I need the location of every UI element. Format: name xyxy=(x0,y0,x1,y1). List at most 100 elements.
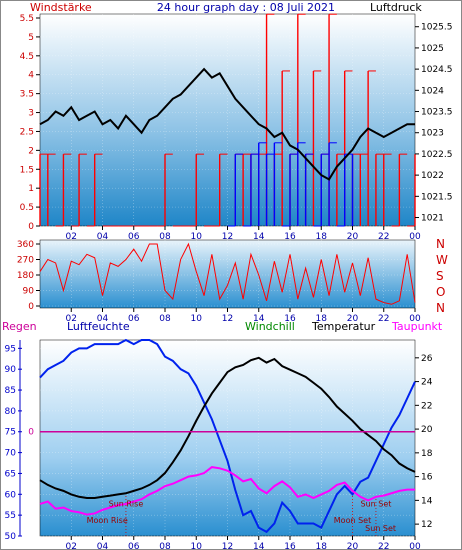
p2-x-tick-label: 06 xyxy=(128,314,140,324)
p1-left-tick-label: 5.5 xyxy=(20,14,34,24)
p1-right-tick-label: 1022 xyxy=(421,171,444,181)
p2-compass-label: N xyxy=(436,237,445,251)
p1-x-tick-label: 02 xyxy=(66,232,77,242)
p2-x-tick-label: 02 xyxy=(66,314,77,324)
p3-left-tick-label: 70 xyxy=(5,449,17,459)
p3-x-tick-label: 12 xyxy=(222,542,233,550)
p2-compass-label: S xyxy=(436,269,444,283)
p2-x-tick-label: 22 xyxy=(378,314,389,324)
p3-annotation: Sun Rise xyxy=(109,499,144,508)
p1-left-tick-label: 4 xyxy=(28,71,34,81)
p3-right-tick-label: 24 xyxy=(421,378,433,388)
p1-x-tick-label: 12 xyxy=(222,232,233,242)
p3-annotation: Sun Set xyxy=(365,524,396,533)
p1-left-tick-label: 5 xyxy=(28,33,34,43)
p1-right-tick-label: 1023.5 xyxy=(421,108,453,118)
p1-x-tick-label: 22 xyxy=(378,232,389,242)
p1-x-tick-label: 10 xyxy=(191,232,203,242)
p1-x-tick-label: 14 xyxy=(253,232,265,242)
p2-left-tick-label: 270 xyxy=(17,256,34,266)
p1-x-tick-label: 08 xyxy=(159,232,171,242)
header-title: 24 hour graph day : 08 Juli 2021 xyxy=(157,1,335,14)
p3-right-tick-label: 20 xyxy=(421,425,433,435)
panel-wind-direction-series xyxy=(39,242,416,305)
panel-wind-direction-grid xyxy=(40,240,415,308)
p1-x-tick-label: 06 xyxy=(128,232,140,242)
p3-x-tick-label: 14 xyxy=(253,542,265,550)
p3-right-tick-label: 14 xyxy=(421,496,433,506)
p1-left-tick-label: 1 xyxy=(28,184,34,194)
p3-right-tick-label: 22 xyxy=(421,401,432,411)
p1-x-tick-label: 16 xyxy=(284,232,296,242)
p3-series-temperatur xyxy=(39,356,416,499)
p3-left-tick-label: 95 xyxy=(5,344,16,354)
p2-direction-line xyxy=(39,242,416,305)
p3-left-tick-label: 80 xyxy=(5,407,17,417)
header-right-label: Luftdruck xyxy=(370,1,422,14)
p1-left-tick-label: 3 xyxy=(28,109,34,119)
p2-x-tick-label: 08 xyxy=(159,314,171,324)
p3-right-tick-label: 26 xyxy=(421,354,433,364)
header-left-label: Windstärke xyxy=(30,1,92,14)
panel-wind-pressure-series xyxy=(39,13,416,227)
p1-x-tick-label: 18 xyxy=(316,232,328,242)
p3-x-tick-label: 10 xyxy=(191,542,203,550)
p2-x-tick-label: 10 xyxy=(191,314,203,324)
p2-compass-label: N xyxy=(436,301,445,315)
p2-x-tick-label: 18 xyxy=(316,314,328,324)
p2-x-tick-label: 14 xyxy=(253,314,265,324)
p3-x-tick-label: 20 xyxy=(347,542,359,550)
p2-left-tick-label: 0 xyxy=(28,302,34,312)
p1-left-tick-label: 0 xyxy=(28,222,34,232)
p3-left-tick-label: 55 xyxy=(5,511,16,521)
p3-x-tick-label: 08 xyxy=(159,542,171,550)
panel-temp-humidity-series xyxy=(39,338,416,534)
p3-annotation: Moon Rise xyxy=(87,516,128,525)
p1-right-tick-label: 1023 xyxy=(421,129,444,139)
p2-x-tick-label: 00 xyxy=(409,314,421,324)
p1-left-tick-label: 1.5 xyxy=(20,165,34,175)
p3-series-taupunkt xyxy=(39,466,415,516)
p1-right-tick-label: 1025 xyxy=(421,44,444,54)
panel-temp-humidity-axes: 50 55 60 65 70 75 80 85 90 95 0 12 14 16 18 20 22 24 26 02 0… xyxy=(5,340,433,550)
p1-left-tick-label: 3.5 xyxy=(20,90,34,100)
p2-compass-label: W xyxy=(436,253,448,267)
p2-x-tick-label: 20 xyxy=(347,314,359,324)
p3-left-tick-label: 85 xyxy=(5,386,16,396)
p3-left-tick-label: 50 xyxy=(5,532,17,542)
p1-right-tick-label: 1021 xyxy=(421,214,444,224)
p3-x-tick-label: 04 xyxy=(97,542,109,550)
p3-right-tick-label: 16 xyxy=(421,473,433,483)
p3-x-tick-label: 16 xyxy=(284,542,296,550)
p2-left-tick-label: 180 xyxy=(17,271,34,281)
p3-left-tick-label: 90 xyxy=(5,365,17,375)
p2-left-tick-label: 360 xyxy=(17,240,34,250)
p3-x-tick-label: 02 xyxy=(66,542,77,550)
panel-wind-pressure-axes: 00.511.522.533.544.555.510211021.5102210… xyxy=(20,14,453,242)
label-luftfeuchte: Luftfeuchte xyxy=(67,320,130,333)
p1-x-tick-label: 00 xyxy=(409,232,421,242)
p2-x-tick-label: 04 xyxy=(97,314,109,324)
p1-right-tick-label: 1021.5 xyxy=(421,192,453,202)
p1-x-tick-label: 04 xyxy=(97,232,109,242)
p1-left-tick-label: 4.5 xyxy=(20,52,34,62)
p3-x-tick-label: 00 xyxy=(409,542,421,550)
p3-x-tick-label: 22 xyxy=(378,542,389,550)
p2-left-tick-label: 90 xyxy=(23,287,35,297)
p1-right-tick-label: 1024 xyxy=(421,86,444,96)
p3-series-luftfeuchte xyxy=(39,338,416,534)
p3-rain-tick-label: 0 xyxy=(28,428,34,438)
p3-left-tick-label: 65 xyxy=(5,469,16,479)
label-temperatur: Temperatur xyxy=(311,320,376,333)
p3-x-tick-label: 18 xyxy=(316,542,328,550)
p1-x-tick-label: 20 xyxy=(347,232,359,242)
p1-left-tick-label: 2 xyxy=(28,146,34,156)
p3-annotation: Moon Set xyxy=(334,516,371,525)
p1-left-tick-label: 2.5 xyxy=(20,127,34,137)
p3-right-tick-label: 12 xyxy=(421,520,432,530)
p1-left-tick-label: 0.5 xyxy=(20,203,34,213)
p1-right-tick-label: 1025.5 xyxy=(421,23,453,33)
label-windchill: Windchill xyxy=(245,320,295,333)
p3-annotation: Sun Set xyxy=(360,499,391,508)
